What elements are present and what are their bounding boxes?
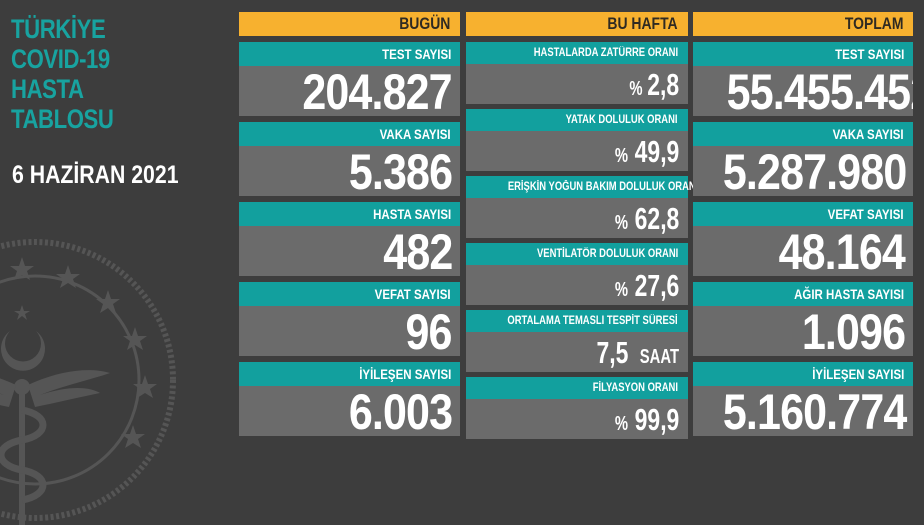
card-label: ORTALAMA TEMASLI TESPİT SÜRESİ (507, 315, 678, 327)
unit-label: SAAT (639, 346, 679, 368)
card-label: AĞIR HASTA SAYISI (794, 286, 904, 302)
this-week-header: BU HAFTA (466, 12, 688, 36)
percent-sign: % (614, 413, 628, 435)
card-value: 7,5 (596, 335, 629, 370)
card-value: 482 (382, 226, 453, 276)
total-critical-patient-card: AĞIR HASTA SAYISI 1.096 (693, 282, 913, 356)
contact-tracing-time-card: ORTALAMA TEMASLI TESPİT SÜRESİ 7,5 SAAT (466, 310, 688, 372)
percent-sign: % (629, 78, 643, 100)
total-header: TOPLAM (693, 12, 913, 36)
card-label: VEFAT SAYISI (375, 286, 451, 302)
card-value: 99,9 (634, 402, 679, 437)
card-label: İYİLEŞEN SAYISI (811, 366, 904, 382)
percent-sign: % (614, 145, 628, 167)
total-death-card: VEFAT SAYISI 48.164 (693, 202, 913, 276)
filiation-rate-card: FİLYASYON ORANI % 99,9 (466, 377, 688, 439)
today-column: BUGÜN TEST SAYISI 204.827 VAKA SAYISI 5.… (239, 12, 460, 442)
card-label: HASTALARDA ZATÜRRE ORANI (533, 47, 678, 59)
ventilator-occupancy-card: VENTİLATÖR DOLULUK ORANI % 27,6 (466, 243, 688, 305)
today-header: BUGÜN (239, 12, 460, 36)
total-case-card: VAKA SAYISI 5.287.980 (693, 122, 913, 196)
today-death-card: VEFAT SAYISI 96 (239, 282, 460, 356)
card-value: 96 (405, 306, 453, 356)
card-label: YATAK DOLULUK ORANI (566, 114, 678, 126)
card-value: 5.386 (348, 146, 453, 196)
total-test-card: TEST SAYISI 55.455.452 (693, 42, 913, 116)
card-value: 48.164 (778, 226, 906, 276)
card-value: 204.827 (302, 66, 453, 116)
card-label: VAKA SAYISI (379, 126, 451, 142)
card-label: FİLYASYON ORANI (592, 382, 678, 394)
percent-sign: % (614, 279, 628, 301)
total-recovered-card: İYİLEŞEN SAYISI 5.160.774 (693, 362, 913, 436)
card-value: 27,6 (634, 268, 679, 303)
card-value: 5.287.980 (722, 146, 907, 196)
bed-occupancy-card: YATAK DOLULUK ORANI % 49,9 (466, 109, 688, 171)
card-value: 62,8 (634, 201, 679, 236)
card-label: TEST SAYISI (834, 46, 904, 62)
page-title: TÜRKİYE COVID-19 HASTA TABLOSU (11, 14, 114, 134)
card-label: HASTA SAYISI (372, 206, 451, 222)
card-label: VEFAT SAYISI (828, 206, 904, 222)
today-patient-card: HASTA SAYISI 482 (239, 202, 460, 276)
card-value: 2,8 (647, 67, 679, 102)
card-value: 5.160.774 (722, 386, 907, 436)
card-value: 6.003 (348, 386, 453, 436)
total-column: TOPLAM TEST SAYISI 55.455.452 VAKA SAYIS… (693, 12, 913, 442)
today-recovered-card: İYİLEŞEN SAYISI 6.003 (239, 362, 460, 436)
ministry-of-health-emblem-icon (0, 239, 176, 525)
card-label: İYİLEŞEN SAYISI (358, 366, 451, 382)
pneumonia-rate-card: HASTALARDA ZATÜRRE ORANI % 2,8 (466, 42, 688, 104)
today-test-card: TEST SAYISI 204.827 (239, 42, 460, 116)
card-label: TEST SAYISI (381, 46, 451, 62)
percent-sign: % (614, 212, 628, 234)
card-label: ERİŞKİN YOĞUN BAKIM DOLULUK ORANI (507, 181, 699, 193)
today-case-card: VAKA SAYISI 5.386 (239, 122, 460, 196)
card-value: 55.455.452 (726, 66, 913, 116)
card-label: VENTİLATÖR DOLULUK ORANI (536, 248, 678, 260)
card-value: 1.096 (801, 306, 906, 356)
card-value: 49,9 (634, 134, 679, 169)
report-date: 6 HAZİRAN 2021 (12, 161, 179, 189)
this-week-column: BU HAFTA HASTALARDA ZATÜRRE ORANI % 2,8 Y… (466, 12, 698, 444)
card-label: VAKA SAYISI (832, 126, 904, 142)
icu-occupancy-card: ERİŞKİN YOĞUN BAKIM DOLULUK ORANI % 62,8 (466, 176, 698, 238)
